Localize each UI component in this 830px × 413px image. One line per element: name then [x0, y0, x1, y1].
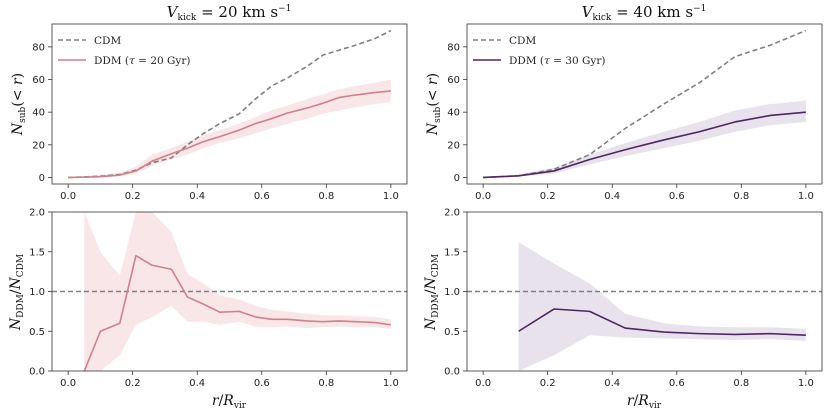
x-tick-label: 0.0 [60, 191, 76, 202]
title-right: Vkick = 40 km s−1 [582, 3, 707, 23]
y-tick-label: 20 [32, 140, 45, 151]
x-tick-label: 0.8 [318, 378, 334, 389]
plot-area [68, 29, 392, 179]
confidence-band [68, 79, 391, 178]
series-line-ratio [518, 308, 806, 337]
panel-bottom-left: 0.0 0.2 0.4 0.6 0.8 1.0 0.0 0.5 1.0 1.5 2.0 [29, 208, 408, 389]
y-tick-label: 0.0 [444, 367, 460, 378]
x-tick-label: 0.4 [189, 191, 205, 202]
y-tick-label: 2.0 [29, 208, 45, 219]
x-tick-label: 1.0 [798, 191, 814, 202]
y-tick-label: 0.5 [29, 327, 45, 338]
confidence-band [84, 212, 391, 371]
y-tick-label: 0 [454, 173, 460, 184]
y-tick-label: 80 [447, 42, 460, 53]
x-tick-label: 0.2 [540, 191, 556, 202]
panel-bottom-right: 0.0 0.2 0.4 0.6 0.8 1.0 0.0 0.5 1.0 1.5 2.0 [444, 208, 823, 389]
y-tick-label: 60 [447, 75, 460, 86]
xlabel-bottom-left: r/Rvir [212, 393, 247, 411]
x-tick-label: 0.4 [604, 378, 620, 389]
y-tick-label: 40 [447, 108, 460, 119]
x-tick-label: 0.4 [189, 378, 205, 389]
x-tick-label: 0.0 [475, 378, 491, 389]
x-tick-label: 1.0 [383, 191, 399, 202]
panel-top-right: 0.0 0.2 0.4 0.6 0.8 1.0 0 20 40 60 80 [447, 23, 823, 202]
x-tick-label: 0.8 [733, 378, 749, 389]
x-tick-label: 0.8 [318, 191, 334, 202]
x-tick-label: 1.0 [798, 378, 814, 389]
y-tick-label: 40 [32, 108, 45, 119]
series-line-ddm [483, 111, 806, 179]
x-tick-label: 0.6 [669, 191, 685, 202]
ylabel-top-right: Nsub(< r) [425, 73, 443, 136]
x-tick-label: 0.2 [125, 191, 141, 202]
legend-label-cdm: CDM [509, 35, 536, 47]
legend-top-right: CDM DDM (τ = 30 Gyr) [473, 35, 605, 67]
x-tick-label: 0.0 [60, 378, 76, 389]
x-tick-label: 1.0 [383, 378, 399, 389]
ylabel-bottom-right: NDDM/NCDM [423, 254, 441, 331]
plot-area [52, 212, 407, 371]
ylabel-bottom-left: NDDM/NCDM [8, 254, 26, 331]
axes-frame [466, 23, 823, 185]
axes-frame [51, 23, 408, 185]
xlabel-bottom-right: r/Rvir [627, 393, 662, 411]
legend-label-ddm: DDM (τ = 30 Gyr) [509, 55, 605, 67]
y-tick-label: 60 [32, 75, 45, 86]
x-tick-label: 0.6 [254, 191, 270, 202]
series-line-cdm [68, 29, 392, 179]
y-tick-label: 1.5 [29, 247, 45, 258]
y-tick-label: 0.0 [29, 367, 45, 378]
x-tick-label: 0.0 [475, 191, 491, 202]
y-tick-label: 2.0 [444, 208, 460, 219]
y-tick-label: 1.5 [444, 247, 460, 258]
plot-area [483, 29, 807, 179]
confidence-band [518, 242, 806, 371]
y-tick-label: 1.0 [29, 287, 45, 298]
x-tick-label: 0.8 [733, 191, 749, 202]
legend-label-ddm: DDM (τ = 20 Gyr) [94, 55, 190, 67]
y-tick-label: 20 [447, 140, 460, 151]
plot-area [467, 242, 822, 371]
y-tick-label: 0 [39, 173, 45, 184]
x-tick-label: 0.4 [604, 191, 620, 202]
x-tick-label: 0.6 [254, 378, 270, 389]
series-line-ddm [68, 90, 391, 179]
panel-top-left: 0.0 0.2 0.4 0.6 0.8 1.0 0 20 40 60 80 [32, 23, 408, 202]
y-tick-label: 80 [32, 42, 45, 53]
series-line-ratio [83, 254, 391, 371]
legend-top-left: CDM DDM (τ = 20 Gyr) [58, 35, 190, 67]
y-tick-label: 1.0 [444, 287, 460, 298]
x-tick-label: 0.6 [669, 378, 685, 389]
legend-label-cdm: CDM [94, 35, 121, 47]
series-line-cdm [483, 29, 807, 179]
x-tick-label: 0.2 [125, 378, 141, 389]
confidence-band [483, 100, 806, 178]
y-tick-label: 0.5 [444, 327, 460, 338]
title-left: Vkick = 20 km s−1 [167, 3, 292, 23]
x-tick-label: 0.2 [540, 378, 556, 389]
ylabel-top-left: Nsub(< r) [10, 73, 28, 136]
